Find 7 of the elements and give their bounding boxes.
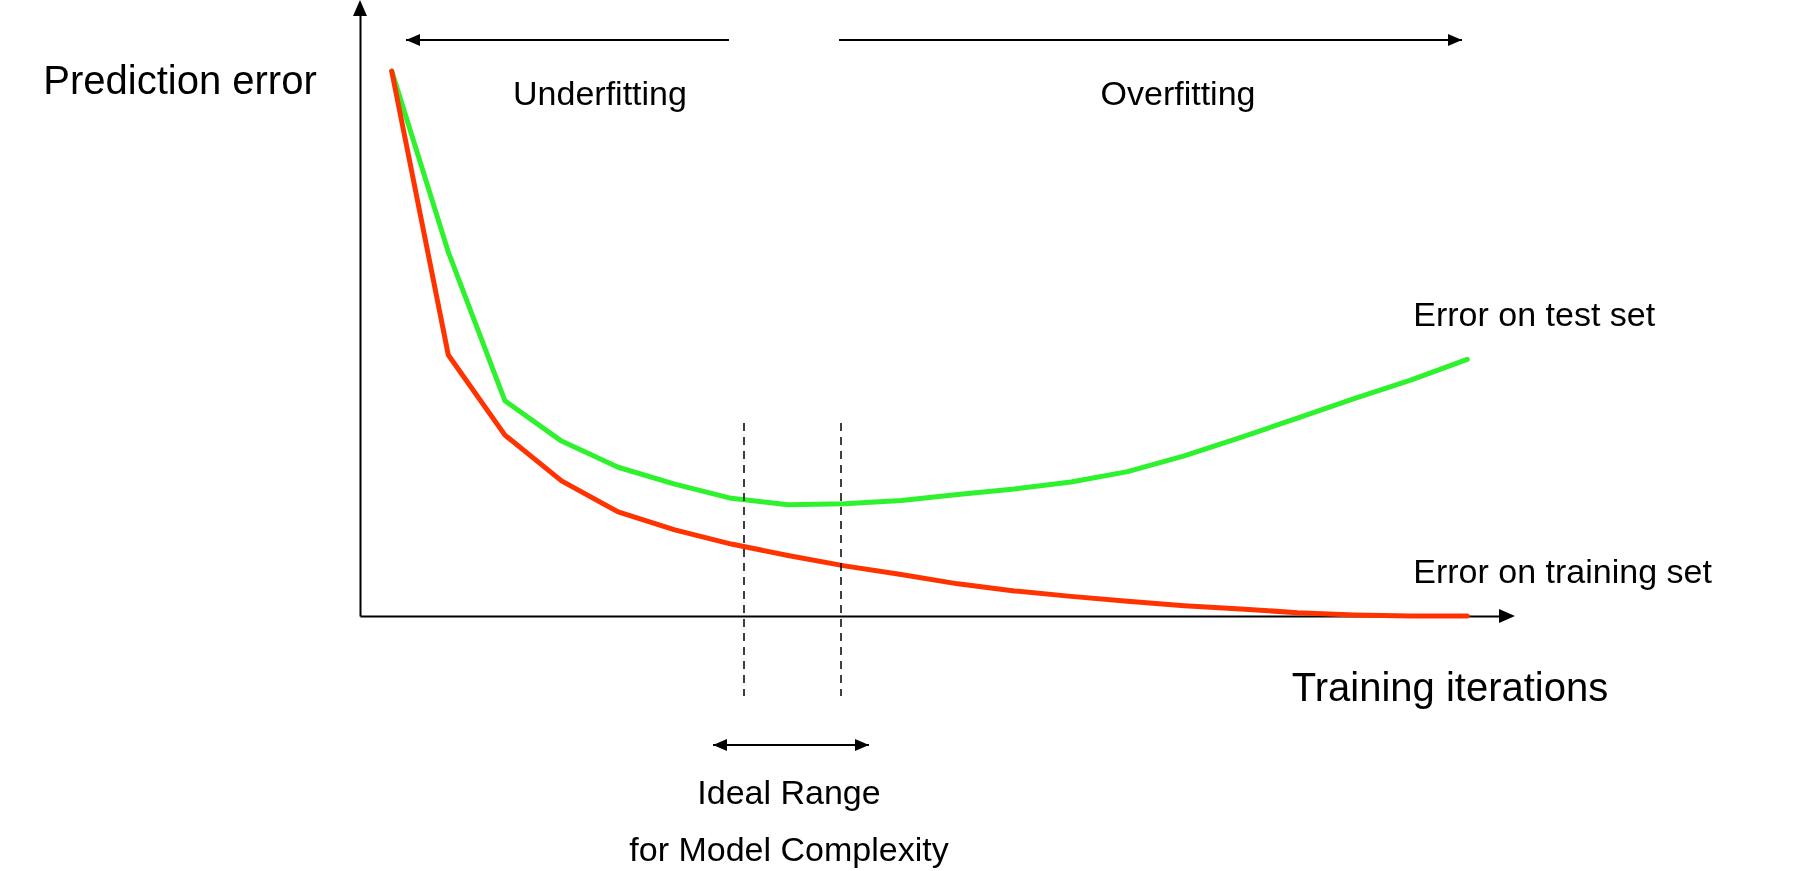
- series-label: Error on test set: [1413, 295, 1656, 334]
- series-label: Error on training set: [1413, 552, 1713, 590]
- text: Ideal Range for Model Complexity: [629, 773, 949, 868]
- y-axis-title: Prediction error: [43, 58, 317, 102]
- annotation: Underfitting: [513, 74, 687, 112]
- annotation: Overfitting: [1100, 74, 1256, 112]
- x-axis-title: Training iterations: [1291, 665, 1609, 709]
